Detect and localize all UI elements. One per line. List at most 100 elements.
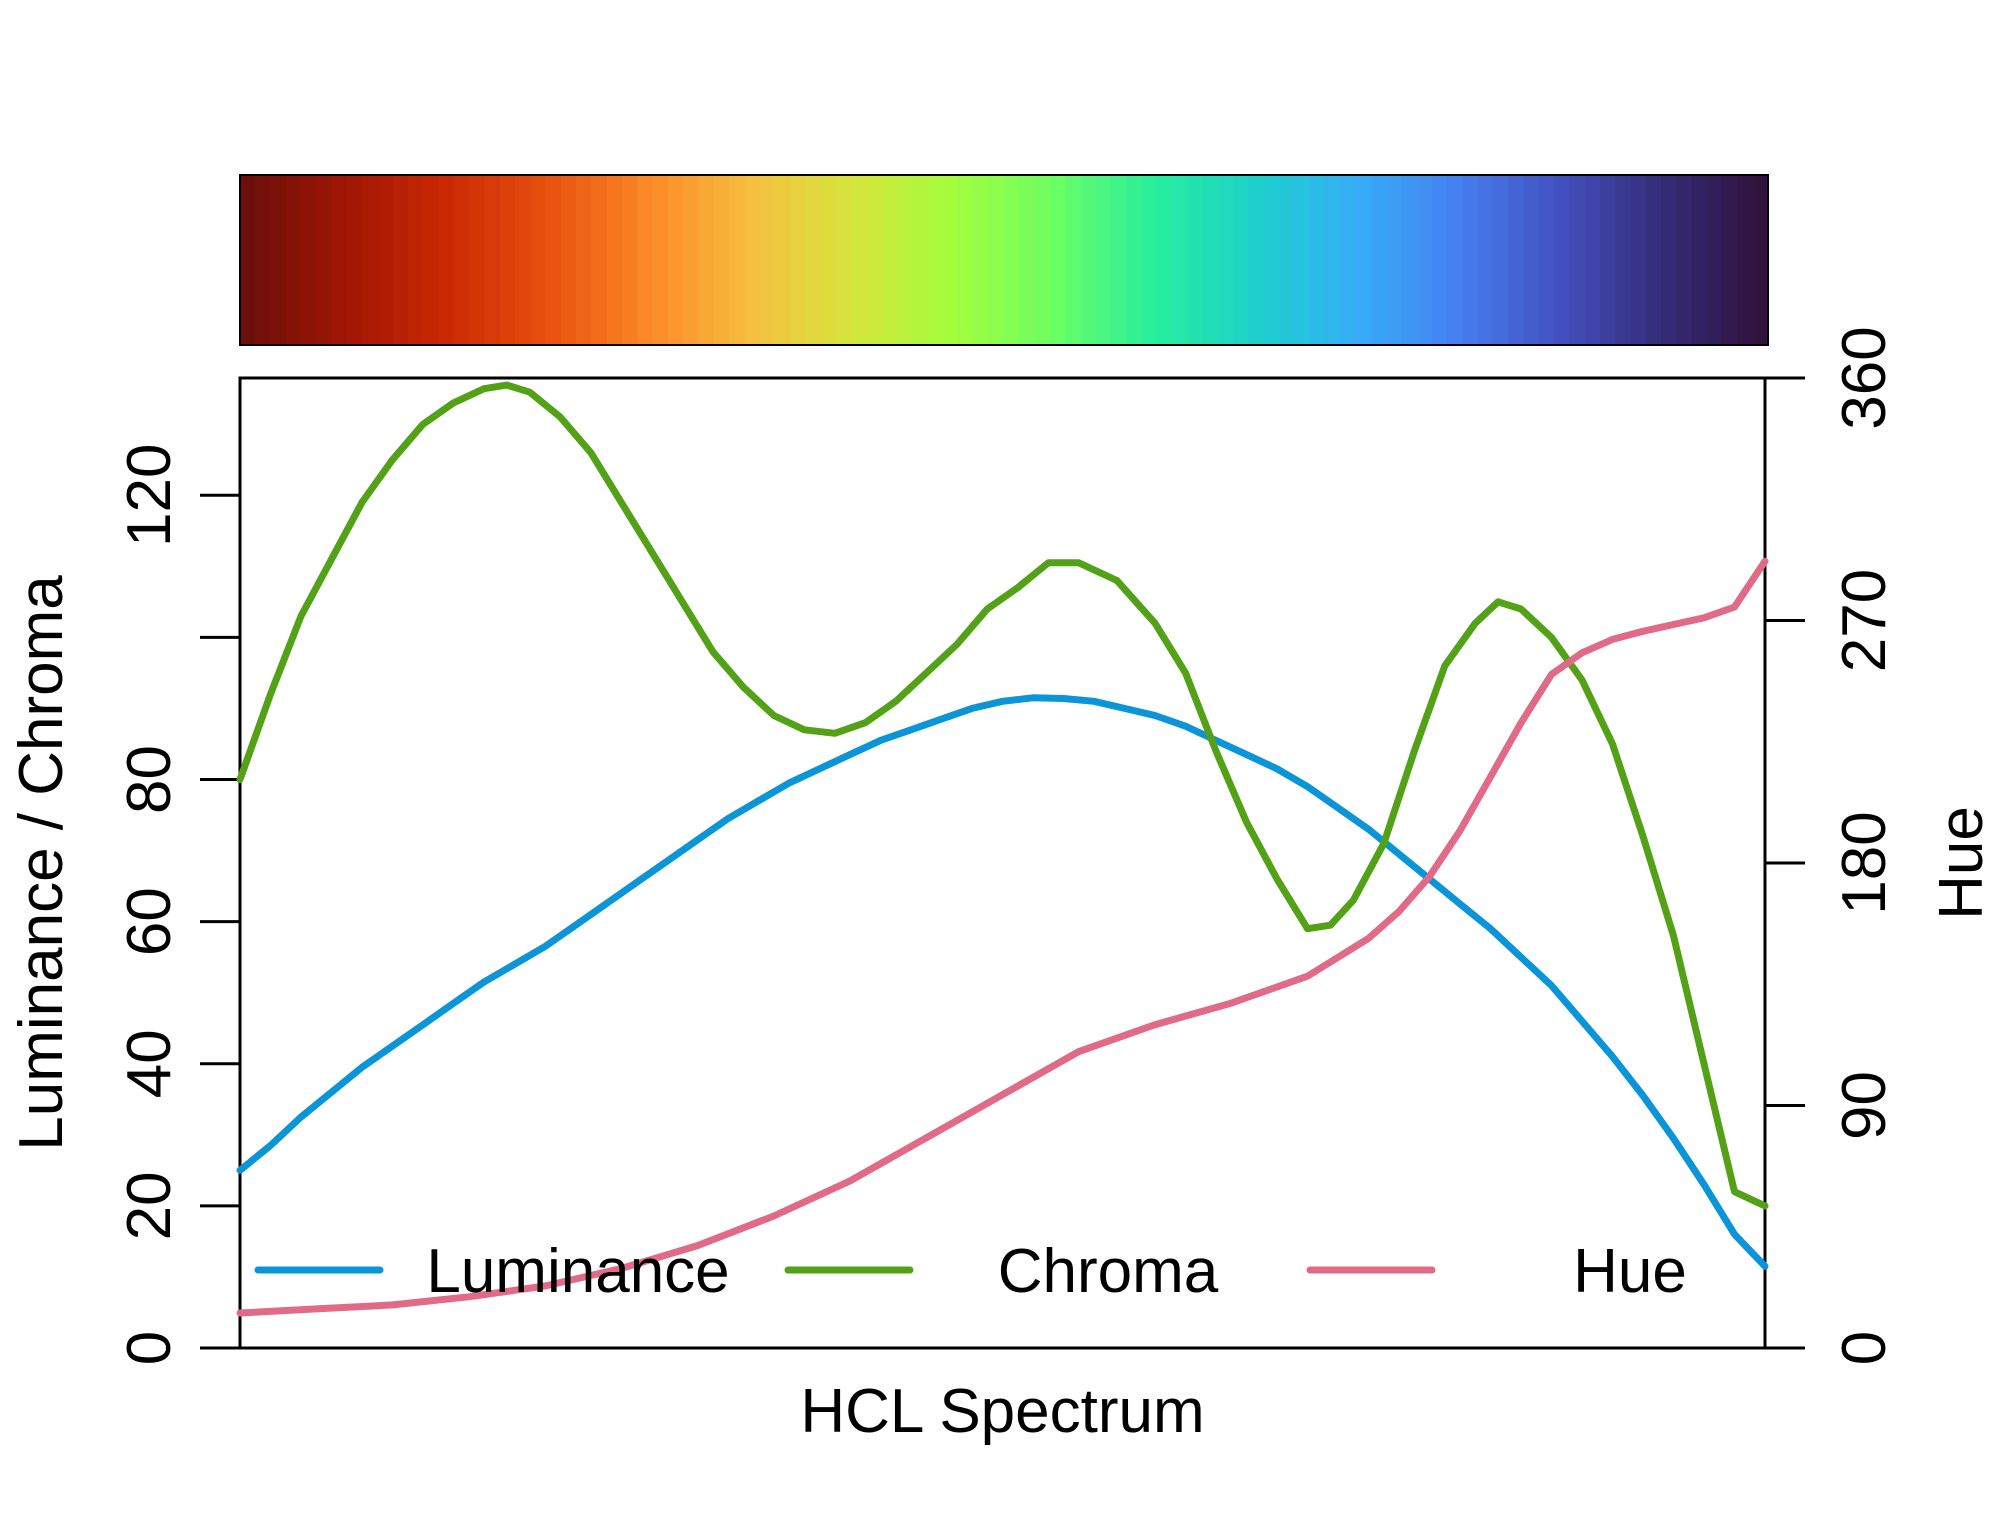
color-swatch: [637, 175, 654, 345]
color-swatch: [576, 175, 593, 345]
color-swatch: [1447, 175, 1463, 345]
color-swatch: [1034, 175, 1051, 345]
color-swatch: [988, 175, 1005, 345]
right-y-axis: 0 90 180 270 360: [1763, 326, 1899, 1365]
color-swatch: [606, 175, 623, 345]
color-swatch: [270, 175, 287, 345]
color-swatch: [759, 175, 776, 345]
color-swatch: [866, 175, 883, 345]
color-swatch: [1508, 175, 1525, 345]
color-swatch: [1340, 175, 1357, 345]
color-swatch: [942, 175, 959, 345]
color-swatch: [1324, 175, 1341, 345]
color-swatch: [316, 175, 333, 345]
right-tick-label: 360: [1830, 326, 1899, 429]
color-swatch: [1691, 175, 1708, 345]
color-swatch: [1615, 175, 1632, 345]
left-tick-label: 80: [115, 745, 184, 814]
color-swatch: [622, 175, 638, 345]
color-swatch: [1401, 175, 1418, 345]
color-swatch: [881, 175, 898, 345]
color-swatch: [1416, 175, 1433, 345]
color-swatch: [362, 175, 379, 345]
color-swatch: [698, 175, 715, 345]
color-swatch: [1355, 175, 1372, 345]
color-swatch: [1523, 175, 1540, 345]
color-swatch: [423, 175, 440, 345]
color-swatch: [1569, 175, 1586, 345]
left-tick-label: 120: [115, 444, 184, 547]
color-swatch: [835, 175, 852, 345]
color-swatch: [927, 175, 944, 345]
color-swatch: [1187, 175, 1204, 345]
color-swatch: [591, 175, 608, 345]
color-swatch: [820, 175, 837, 345]
right-tick-label: 0: [1830, 1331, 1899, 1365]
color-swatch: [1263, 175, 1280, 345]
color-swatch: [1309, 175, 1326, 345]
color-swatch: [377, 175, 394, 345]
color-swatch: [469, 175, 486, 345]
color-swatch: [484, 175, 501, 345]
color-swatch: [1554, 175, 1570, 345]
color-swatch: [1370, 175, 1387, 345]
color-swatch: [1386, 175, 1402, 345]
right-tick-label: 90: [1830, 1071, 1899, 1140]
color-swatch: [851, 175, 868, 345]
color-swatch: [346, 175, 363, 345]
color-swatch: [1294, 175, 1311, 345]
left-tick-label: 20: [115, 1171, 184, 1240]
color-swatch: [1492, 175, 1509, 345]
color-swatch: [1584, 175, 1601, 345]
color-swatch: [1110, 175, 1127, 345]
color-swatch: [1080, 175, 1097, 345]
color-swatch: [1202, 175, 1219, 345]
series-lines: [236, 381, 1769, 1317]
color-swatch: [515, 175, 531, 345]
color-swatch: [392, 175, 409, 345]
color-swatch: [728, 175, 745, 345]
color-swatch: [1477, 175, 1494, 345]
color-swatch: [1752, 175, 1769, 345]
right-tick-label: 270: [1830, 569, 1899, 672]
color-swatch: [1462, 175, 1479, 345]
color-swatch: [1019, 175, 1036, 345]
color-swatch: [545, 175, 562, 345]
color-swatch-bar: [239, 174, 1769, 346]
color-swatch: [973, 175, 990, 345]
color-swatch: [1141, 175, 1158, 345]
color-swatch: [1279, 175, 1295, 345]
color-swatch: [713, 175, 730, 345]
color-swatch: [408, 175, 424, 345]
color-swatch: [1676, 175, 1693, 345]
legend-label-hue: Hue: [1573, 1237, 1687, 1306]
left-tick-label: 60: [115, 887, 184, 956]
color-swatch: [438, 175, 455, 345]
color-swatch: [1004, 175, 1020, 345]
legend: Luminance Chroma Hue: [254, 1237, 1687, 1306]
color-swatch: [1706, 175, 1723, 345]
left-y-axis-label: Luminance / Chroma: [7, 575, 76, 1151]
color-swatch: [560, 175, 577, 345]
color-swatch: [652, 175, 669, 345]
color-swatch: [1217, 175, 1234, 345]
series-line-luminance: [236, 694, 1769, 1270]
series-line-hue: [236, 557, 1769, 1317]
color-swatch: [1645, 175, 1662, 345]
x-axis-label: HCL Spectrum: [800, 1377, 1204, 1446]
color-swatch-border: [239, 174, 1769, 346]
color-swatch: [499, 175, 516, 345]
left-tick-label: 40: [115, 1029, 184, 1098]
color-swatch: [912, 175, 929, 345]
legend-label-luminance: Luminance: [426, 1237, 729, 1306]
color-swatch: [1722, 175, 1739, 345]
color-swatch: [1431, 175, 1448, 345]
color-swatch: [1599, 175, 1616, 345]
color-swatch: [805, 175, 822, 345]
color-swatch: [1095, 175, 1112, 345]
color-swatch: [1538, 175, 1555, 345]
color-swatch: [1126, 175, 1143, 345]
left-tick-label: 0: [115, 1331, 184, 1365]
color-swatch: [683, 175, 699, 345]
